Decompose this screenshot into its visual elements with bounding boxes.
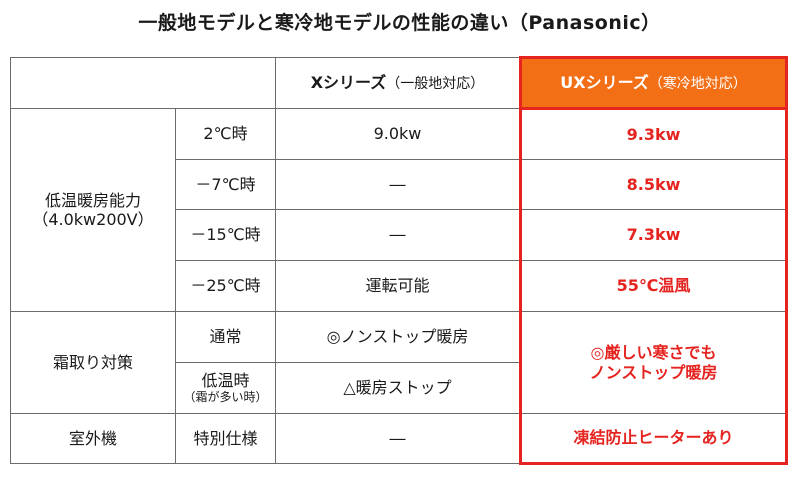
condition-cell: －15℃時 bbox=[175, 209, 276, 261]
x-series-header: Xシリーズ（一般地対応） bbox=[275, 57, 521, 109]
x-value-cell: ◎ノンストップ暖房 bbox=[275, 311, 521, 363]
x-value-cell: 9.0kw bbox=[275, 108, 521, 160]
x-value-cell: ― bbox=[275, 413, 521, 464]
ux-series-header: UXシリーズ（寒冷地対応） bbox=[519, 56, 788, 110]
table-row: 低温時 （霜が多い時） △暖房ストップ bbox=[11, 362, 787, 414]
x-series-name: Xシリーズ bbox=[310, 73, 387, 93]
ux-value-cell: 凍結防止ヒーターあり bbox=[519, 413, 788, 465]
table-row: －25℃時 運転可能 55℃温風 bbox=[11, 260, 788, 312]
ux-defrost-line1: ◎厳しい寒さでも bbox=[590, 343, 717, 363]
x-value-cell: 運転可能 bbox=[275, 260, 521, 312]
comparison-table: Xシリーズ（一般地対応） UXシリーズ（寒冷地対応） 低温暖房能力 （4.0kw… bbox=[10, 56, 788, 465]
condition-cell: 2℃時 bbox=[175, 108, 276, 160]
header-row: Xシリーズ（一般地対応） UXシリーズ（寒冷地対応） bbox=[10, 56, 788, 110]
table-row: 室外機 特別仕様 ― 凍結防止ヒーターあり bbox=[10, 413, 788, 465]
ux-value-cell: 55℃温風 bbox=[519, 260, 788, 312]
condition-note: （霜が多い時） bbox=[183, 390, 268, 405]
page-title: 一般地モデルと寒冷地モデルの性能の違い（Panasonic） bbox=[138, 12, 661, 34]
x-value-cell: ― bbox=[275, 159, 521, 210]
ux-series-subtitle: （寒冷地対応） bbox=[648, 76, 747, 93]
x-value-cell: △暖房ストップ bbox=[275, 362, 521, 414]
table-row: －15℃時 ― 7.3kw bbox=[11, 209, 788, 261]
outdoor-unit-label: 室外機 bbox=[10, 413, 176, 464]
condition-cell: 低温時 （霜が多い時） bbox=[175, 362, 276, 414]
heating-label-line2: （4.0kw200V） bbox=[32, 210, 154, 229]
condition-cell: 通常 bbox=[175, 311, 276, 363]
condition-cell: －25℃時 bbox=[175, 260, 276, 312]
ux-value-cell: 9.3kw bbox=[519, 108, 788, 160]
condition-cell: －7℃時 bbox=[175, 159, 276, 210]
heating-label-line1: 低温暖房能力 bbox=[44, 190, 141, 210]
ux-defrost-line2: ノンストップ暖房 bbox=[589, 362, 718, 382]
table-row: －7℃時 ― 8.5kw bbox=[11, 159, 788, 210]
condition-cell: 特別仕様 bbox=[175, 413, 276, 464]
defrost-label: 霜取り対策 bbox=[10, 311, 176, 414]
x-value-cell: ― bbox=[275, 209, 521, 261]
ux-value-cell: 7.3kw bbox=[519, 209, 788, 261]
condition-low-temp: 低温時 bbox=[201, 371, 250, 391]
ux-value-cell: 8.5kw bbox=[519, 159, 788, 210]
heating-capacity-label: 低温暖房能力 （4.0kw200V） bbox=[10, 108, 176, 312]
header-corner-cell bbox=[10, 57, 276, 109]
table-row: 霜取り対策 通常 ◎ノンストップ暖房 ◎厳しい寒さでも ノンストップ暖房 bbox=[10, 311, 788, 414]
ux-defrost-cell: ◎厳しい寒さでも ノンストップ暖房 bbox=[519, 311, 788, 414]
ux-series-name: UXシリーズ bbox=[560, 73, 649, 93]
x-series-subtitle: （一般地対応） bbox=[386, 76, 485, 93]
table-row: 低温暖房能力 （4.0kw200V） 2℃時 9.0kw 9.3kw bbox=[10, 108, 788, 312]
